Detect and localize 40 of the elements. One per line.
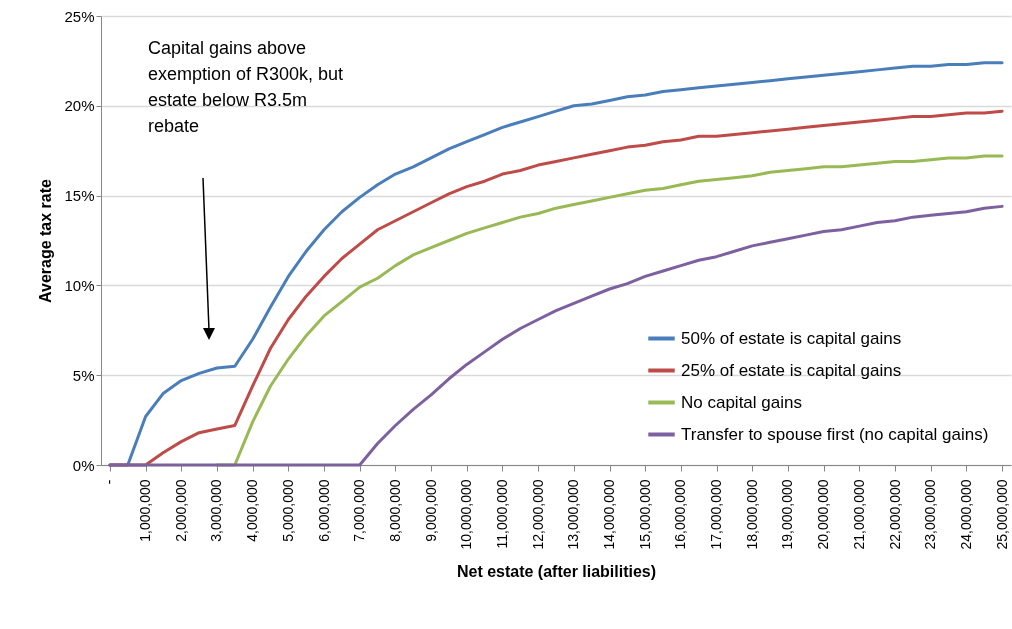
legend-label: 50% of estate is capital gains xyxy=(681,328,902,348)
x-tick-label: 22,000,000 xyxy=(886,479,903,550)
legend-label: No capital gains xyxy=(681,392,802,412)
y-tick-label: 20% xyxy=(64,97,95,115)
x-tick-label: 10,000,000 xyxy=(458,479,475,550)
x-tick-label: 12,000,000 xyxy=(529,479,546,550)
x-tick-label: 19,000,000 xyxy=(779,479,796,550)
y-tick-label: 5% xyxy=(72,366,95,384)
x-tick-label: 7,000,000 xyxy=(351,479,368,542)
line-series xyxy=(108,204,1004,467)
x-tick-label: 4,000,000 xyxy=(244,479,261,542)
y-tick-label: 25% xyxy=(64,7,95,25)
x-tick-label: 6,000,000 xyxy=(315,479,332,542)
legend-label: 25% of estate is capital gains xyxy=(681,360,902,380)
legend-label: Transfer to spouse first (no capital gains) xyxy=(681,424,989,444)
x-tick-label: 24,000,000 xyxy=(957,479,974,550)
x-tick-label: 20,000,000 xyxy=(815,479,832,550)
x-tick-label: 1,000,000 xyxy=(137,479,154,542)
y-tick-label: 0% xyxy=(72,456,95,474)
x-tick-label: 11,000,000 xyxy=(493,479,510,549)
annotation: Capital gains above exemption of R300k, but estate below R3.5m rebate xyxy=(148,38,344,136)
x-tick-label: 17,000,000 xyxy=(708,479,725,550)
x-tick-label: 16,000,000 xyxy=(672,479,689,550)
x-tick-label: 3,000,000 xyxy=(208,479,225,542)
x-tick-label: 23,000,000 xyxy=(922,479,939,550)
x-tick-label: 25,000,000 xyxy=(993,479,1010,550)
x-tick-label: 8,000,000 xyxy=(386,479,403,542)
x-tick-label: 5,000,000 xyxy=(279,479,296,542)
x-tick-label: 18,000,000 xyxy=(743,479,760,550)
y-tick-label: 10% xyxy=(64,276,95,294)
x-tick-label: 13,000,000 xyxy=(565,479,582,550)
x-tick-label: 2,000,000 xyxy=(172,479,189,542)
x-tick-label: 15,000,000 xyxy=(636,479,653,550)
x-tick-label: 14,000,000 xyxy=(601,479,618,550)
x-tick-label: 21,000,000 xyxy=(850,479,867,550)
y-tick-label: 15% xyxy=(64,187,95,205)
x-tick-label: 9,000,000 xyxy=(422,479,439,542)
y-axis-title: Average tax rate xyxy=(37,178,55,303)
x-axis-title: Net estate (after liabilities) xyxy=(456,562,657,580)
x-tick-label: - xyxy=(101,479,118,485)
